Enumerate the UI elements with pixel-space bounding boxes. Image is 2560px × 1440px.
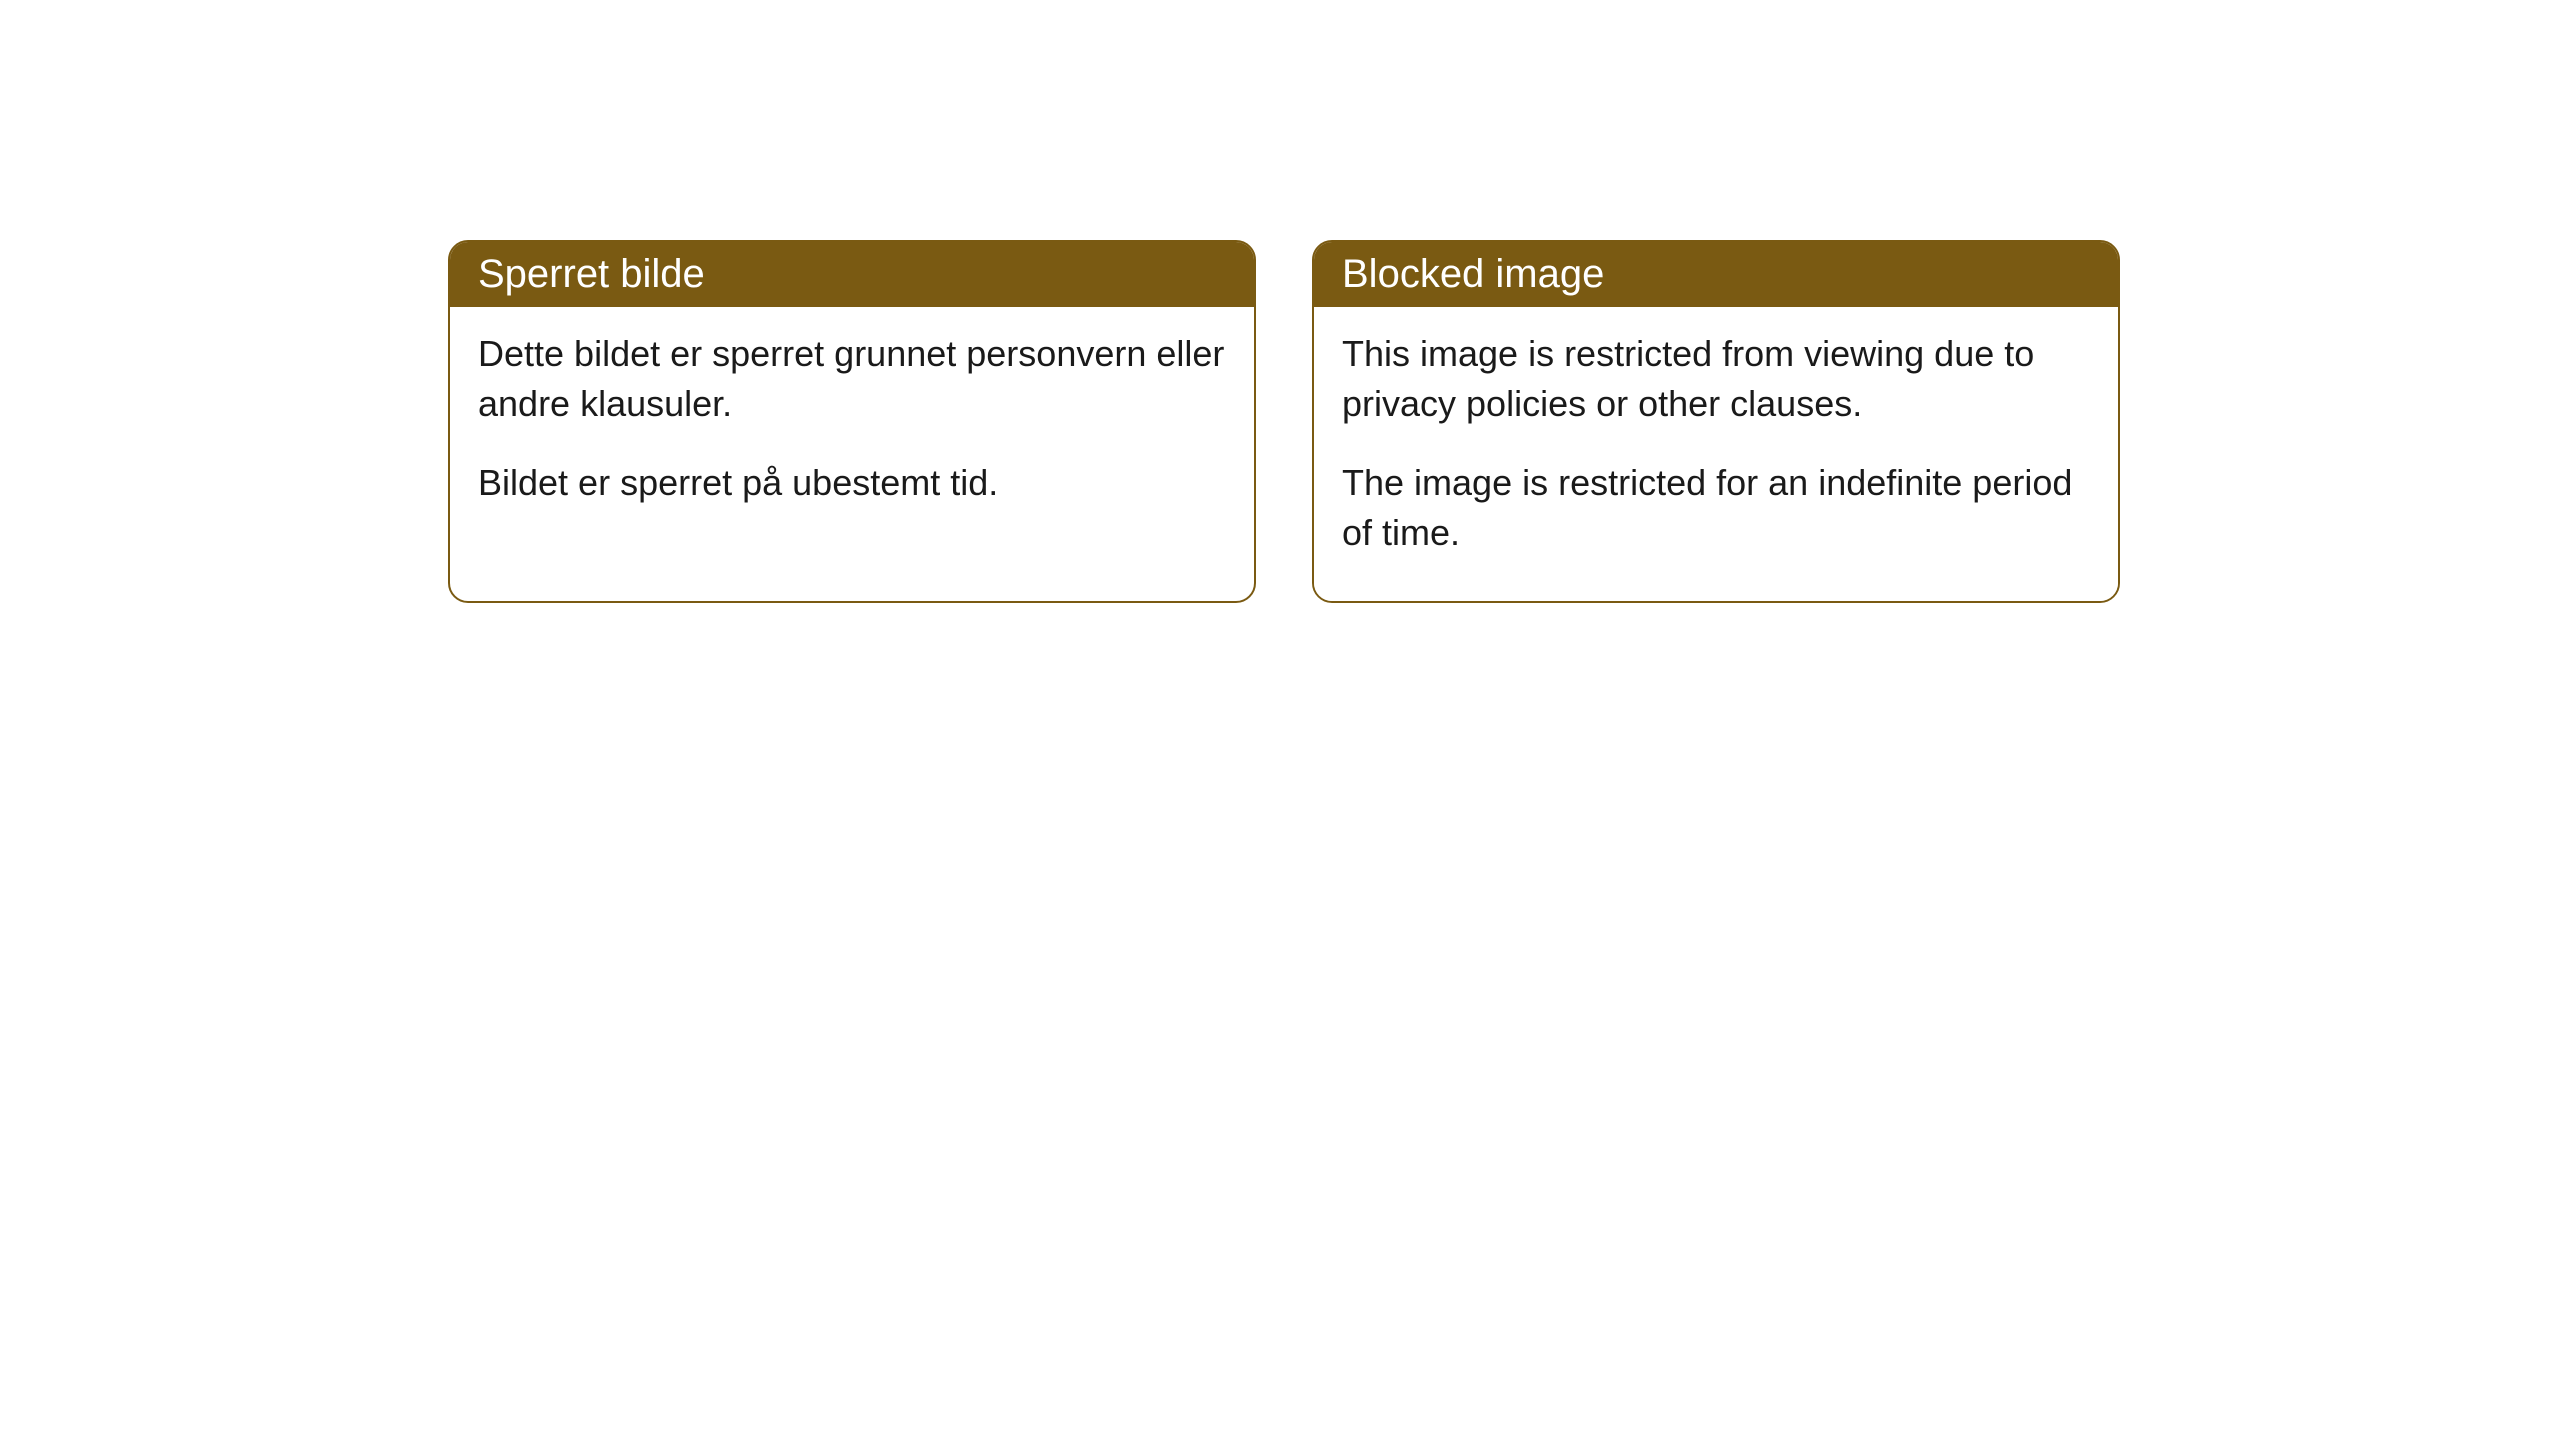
card-paragraph: This image is restricted from viewing du…	[1342, 329, 2090, 430]
card-body-en: This image is restricted from viewing du…	[1314, 307, 2118, 601]
card-header-en: Blocked image	[1314, 242, 2118, 307]
card-paragraph: The image is restricted for an indefinit…	[1342, 458, 2090, 559]
blocked-image-card-no: Sperret bilde Dette bildet er sperret gr…	[448, 240, 1256, 603]
cards-container: Sperret bilde Dette bildet er sperret gr…	[0, 0, 2560, 603]
card-paragraph: Dette bildet er sperret grunnet personve…	[478, 329, 1226, 430]
card-header-no: Sperret bilde	[450, 242, 1254, 307]
blocked-image-card-en: Blocked image This image is restricted f…	[1312, 240, 2120, 603]
card-body-no: Dette bildet er sperret grunnet personve…	[450, 307, 1254, 550]
card-paragraph: Bildet er sperret på ubestemt tid.	[478, 458, 1226, 508]
